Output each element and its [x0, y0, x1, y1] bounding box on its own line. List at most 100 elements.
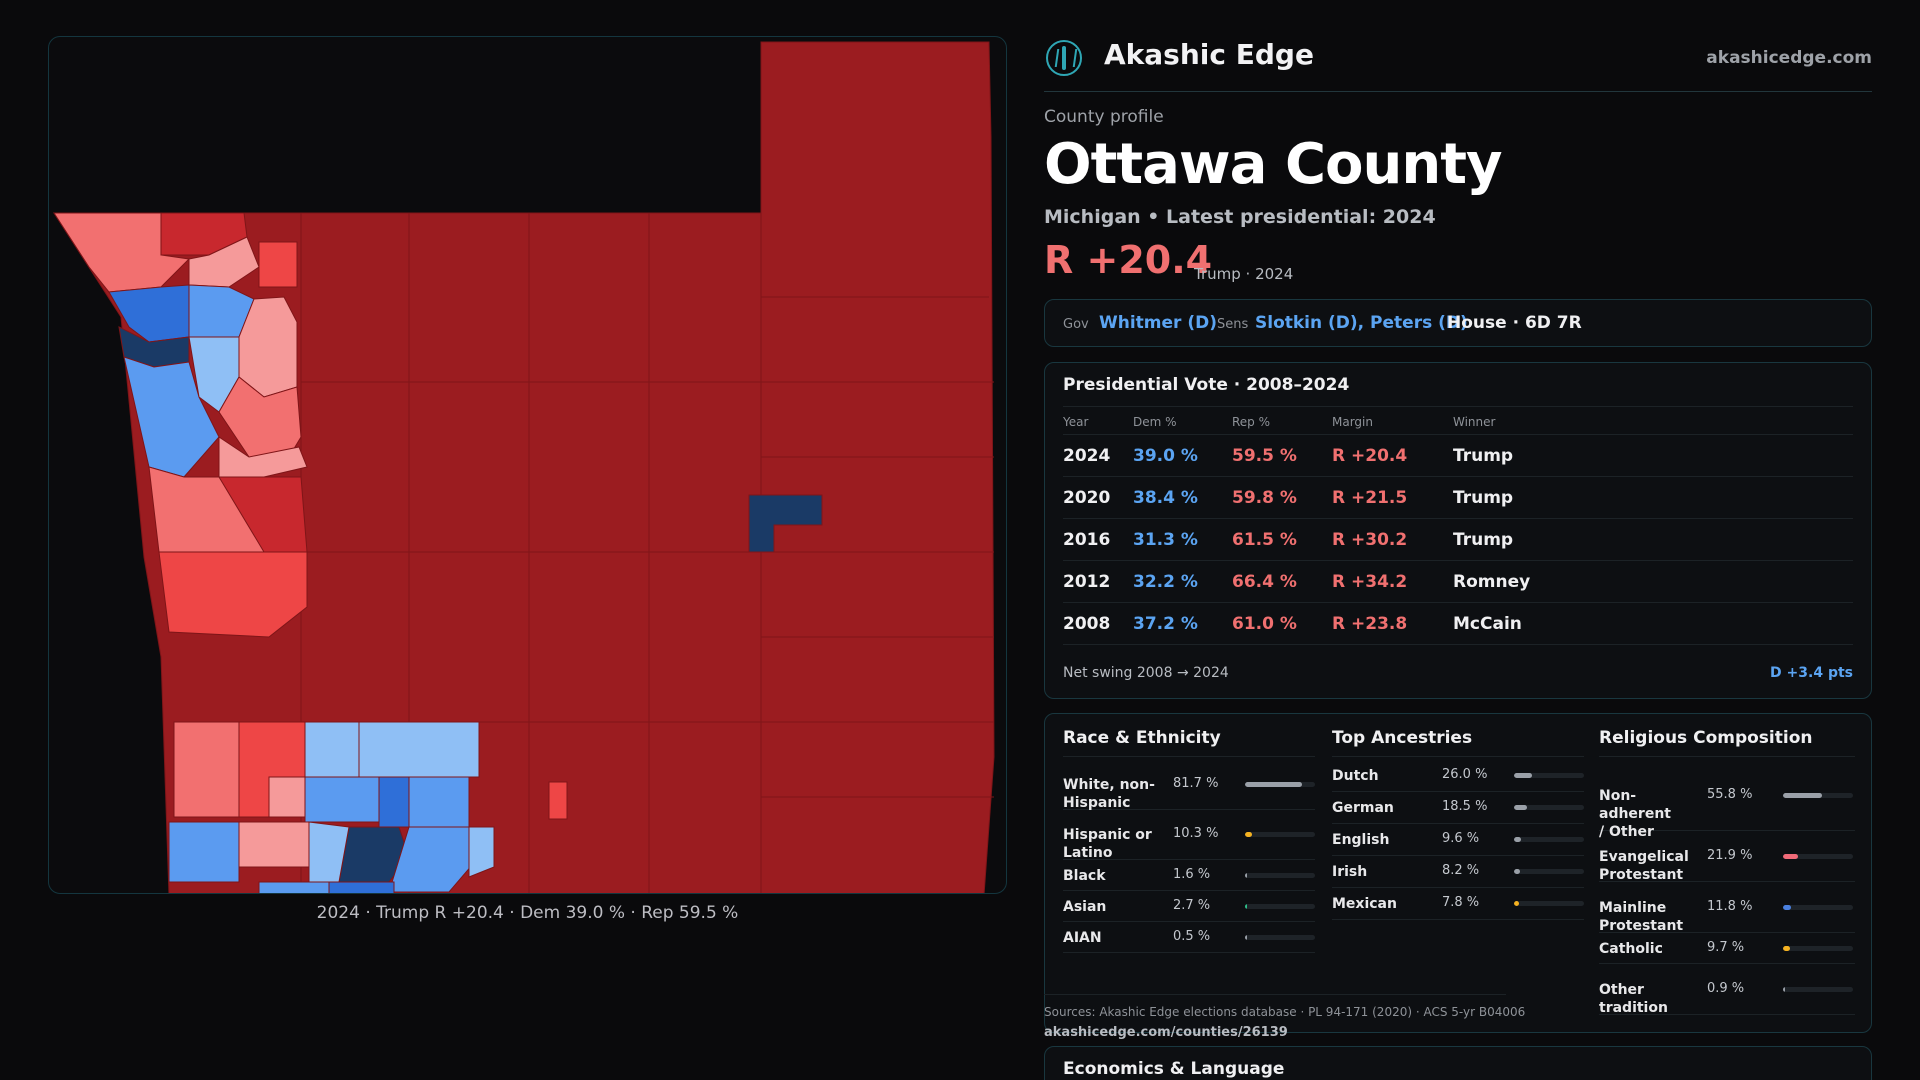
religion-row: Mainline Protestant 11.8 %: [1599, 882, 1855, 934]
precinct-area[interactable]: [268, 776, 306, 818]
stat-label: Black: [1063, 867, 1106, 884]
table-row: 2012 32.2 % 66.4 % R +34.2 Romney: [1063, 560, 1853, 602]
share-bar-fill: [1783, 986, 1785, 992]
precinct-area[interactable]: [358, 721, 480, 778]
gov-label: Gov: [1063, 317, 1089, 332]
precinct-area[interactable]: [238, 821, 310, 868]
race-row: Hispanic or Latino 10.3 %: [1063, 810, 1315, 861]
dem-cell: 38.4 %: [1133, 488, 1198, 508]
margin-cell: R +34.2: [1332, 572, 1408, 592]
dem-cell: 37.2 %: [1133, 614, 1198, 634]
precinct-area[interactable]: [408, 776, 470, 828]
precinct-area[interactable]: [258, 241, 298, 288]
stat-label: Other tradition: [1599, 981, 1668, 1016]
share-bar-fill: [1783, 792, 1823, 798]
net-swing-label: Net swing 2008 → 2024: [1063, 665, 1229, 681]
share-bar: [1514, 869, 1584, 874]
brand-logo-icon[interactable]: [1046, 40, 1082, 76]
col-rep: Rep %: [1232, 415, 1271, 429]
precinct-area[interactable]: [258, 881, 350, 894]
share-bar-fill: [1514, 837, 1521, 842]
stat-value: 0.5 %: [1173, 928, 1211, 944]
rep-cell: 59.5 %: [1232, 446, 1297, 466]
share-bar: [1245, 934, 1315, 940]
precinct-area[interactable]: [218, 476, 308, 553]
year-cell: 2012: [1063, 572, 1111, 592]
stat-value: 10.3 %: [1173, 826, 1219, 841]
county-map[interactable]: [48, 36, 1007, 894]
precinct-area[interactable]: [304, 776, 380, 823]
ancestry-row: Dutch 26.0 %: [1332, 760, 1584, 792]
share-bar: [1783, 945, 1853, 951]
stat-value: 81.7 %: [1173, 776, 1219, 791]
house-delegation: House · 6D 7R: [1447, 313, 1582, 333]
share-bar-fill: [1783, 945, 1790, 951]
stat-value: 9.6 %: [1442, 831, 1480, 846]
precinct-area[interactable]: [158, 551, 308, 638]
sources-url[interactable]: akashicedge.com/counties/26139: [1044, 1025, 1288, 1040]
year-cell: 2020: [1063, 488, 1111, 508]
stat-label: AIAN: [1063, 929, 1102, 946]
senators-link[interactable]: Slotkin (D), Peters (D): [1255, 313, 1468, 333]
margin-cell: R +23.8: [1332, 614, 1408, 634]
ancestry-row: Irish 8.2 %: [1332, 856, 1584, 888]
precinct-area[interactable]: [378, 776, 410, 828]
stat-value: 9.7 %: [1707, 939, 1745, 955]
stat-label: English: [1332, 832, 1390, 848]
share-bar: [1245, 782, 1315, 787]
stat-value: 26.0 %: [1442, 767, 1488, 782]
religion-row: Non-adherent / Other 55.8 %: [1599, 760, 1855, 840]
share-bar: [1514, 901, 1584, 906]
stat-label: Dutch: [1332, 768, 1379, 784]
ancestry-row: German 18.5 %: [1332, 792, 1584, 824]
stat-label: White, non-Hispanic: [1063, 777, 1155, 811]
presidential-title: Presidential Vote · 2008–2024: [1063, 375, 1350, 395]
col-winner: Winner: [1453, 415, 1496, 429]
stat-value: 55.8 %: [1707, 786, 1753, 802]
race-row: AIAN 0.5 %: [1063, 922, 1315, 953]
rep-cell: 59.8 %: [1232, 488, 1297, 508]
religion-row: Catholic 9.7 %: [1599, 933, 1855, 964]
table-row: 2008 37.2 % 61.0 % R +23.8 McCain: [1063, 602, 1853, 644]
precinct-area[interactable]: [328, 881, 395, 894]
share-bar: [1783, 904, 1853, 910]
governor-link[interactable]: Whitmer (D): [1099, 313, 1218, 333]
religion-row: Evangelical Protestant 21.9 %: [1599, 831, 1855, 883]
dem-cell: 32.2 %: [1133, 572, 1198, 592]
col-dem: Dem %: [1133, 415, 1177, 429]
margin-headline: R +20.4: [1044, 238, 1213, 282]
brand-name[interactable]: Akashic Edge: [1104, 38, 1314, 71]
year-cell: 2024: [1063, 446, 1111, 466]
year-cell: 2008: [1063, 614, 1111, 634]
precinct-area[interactable]: [468, 826, 495, 878]
rep-cell: 66.4 %: [1232, 572, 1297, 592]
share-bar-fill: [1783, 904, 1792, 910]
margin-note: Trump · 2024: [1194, 265, 1294, 283]
share-bar-fill: [1514, 773, 1533, 778]
share-bar-fill: [1783, 853, 1799, 859]
presidential-vote-card: Presidential Vote · 2008–2024 Year Dem %…: [1044, 362, 1872, 699]
precinct-map-svg[interactable]: [49, 37, 1007, 894]
share-bar-fill: [1245, 903, 1247, 909]
ancestry-row: English 9.6 %: [1332, 824, 1584, 856]
brand-url[interactable]: akashicedge.com: [1706, 48, 1872, 68]
profile-label: County profile: [1044, 107, 1164, 127]
share-bar: [1245, 903, 1315, 909]
precinct-area[interactable]: [748, 494, 823, 553]
share-bar: [1245, 832, 1315, 837]
stat-label: Catholic: [1599, 940, 1663, 957]
demographics-card: Race & Ethnicity Top Ancestries Religiou…: [1044, 713, 1872, 1033]
winner-cell: Trump: [1453, 530, 1514, 550]
precinct-area[interactable]: [548, 781, 568, 820]
precinct-area[interactable]: [168, 821, 240, 883]
precinct-area[interactable]: [388, 826, 480, 893]
table-row: 2024 39.0 % 59.5 % R +20.4 Trump: [1063, 434, 1853, 476]
share-bar-fill: [1245, 872, 1247, 878]
stat-label: Mexican: [1332, 896, 1397, 912]
share-bar: [1514, 773, 1584, 778]
table-row: 2020 38.4 % 59.8 % R +21.5 Trump: [1063, 476, 1853, 518]
precinct-area[interactable]: [304, 721, 360, 778]
precinct-area[interactable]: [173, 721, 240, 818]
share-bar: [1514, 837, 1584, 842]
stat-value: 1.6 %: [1173, 866, 1211, 882]
